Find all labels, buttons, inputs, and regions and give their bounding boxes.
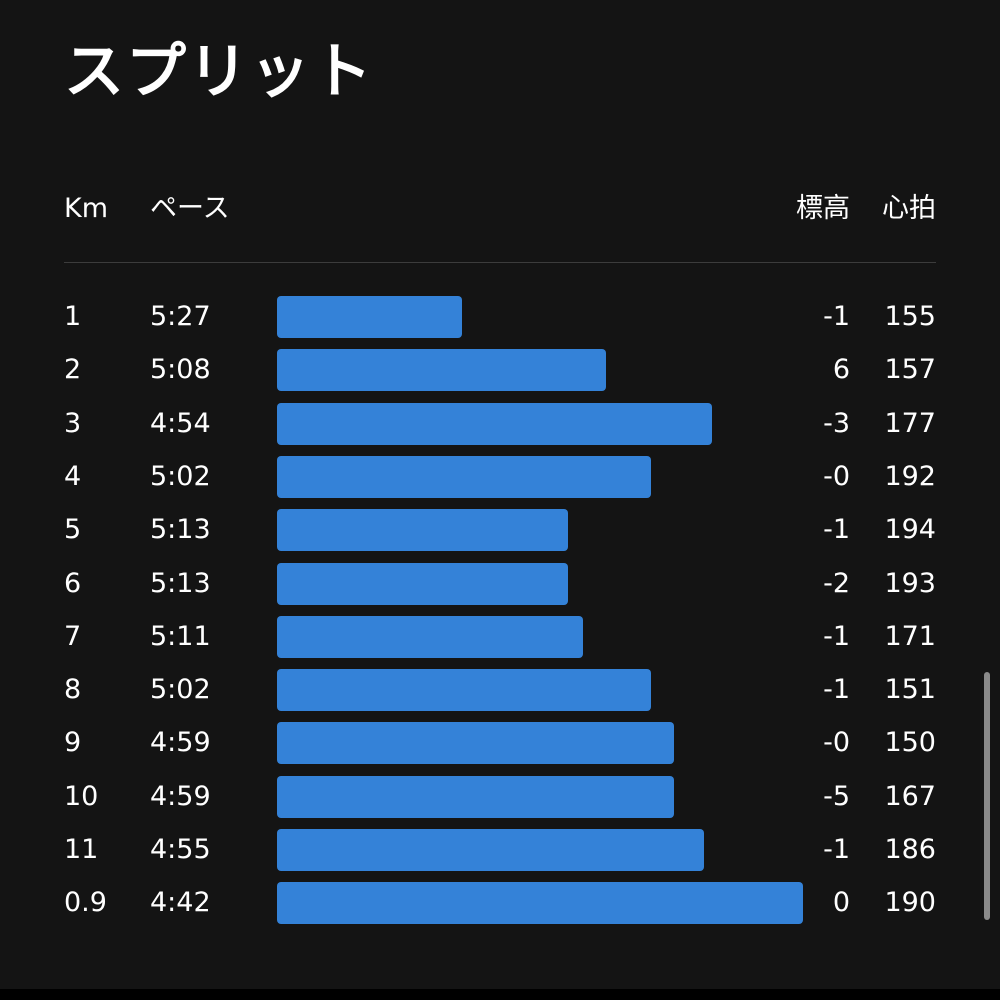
- pace-bar: [277, 669, 651, 712]
- split-row: 7 5:11 -1 171: [0, 615, 1000, 659]
- column-header-km: Km: [64, 193, 109, 224]
- page-title: スプリット: [64, 37, 374, 107]
- split-pace: 5:08: [150, 354, 211, 386]
- split-row: 1 5:27 -1 155: [0, 295, 1000, 339]
- split-km: 1: [64, 301, 82, 332]
- split-row: 2 5:08 6 157: [0, 348, 1000, 392]
- split-elevation: -3: [823, 407, 850, 439]
- split-km: 7: [64, 620, 82, 652]
- split-elevation: -0: [823, 460, 850, 492]
- split-pace: 5:11: [150, 620, 211, 652]
- split-elevation: -1: [823, 620, 850, 652]
- split-elevation: -1: [823, 301, 850, 332]
- split-heart-rate: 186: [884, 834, 936, 865]
- split-km: 4: [64, 460, 82, 492]
- split-elevation: 0: [832, 887, 850, 919]
- scrollbar[interactable]: [984, 672, 990, 920]
- split-heart-rate: 192: [884, 460, 936, 492]
- pace-bar: [277, 722, 674, 765]
- split-heart-rate: 193: [884, 567, 936, 599]
- split-heart-rate: 177: [884, 407, 936, 439]
- split-row: 4 5:02 -0 192: [0, 455, 1000, 499]
- split-pace: 5:13: [150, 514, 211, 546]
- pace-bar: [277, 829, 704, 871]
- pace-bar: [277, 349, 606, 392]
- split-row: 5 5:13 -1 194: [0, 508, 1000, 552]
- column-header-elevation: 標高: [796, 193, 850, 224]
- bottom-edge: [0, 989, 1000, 1000]
- split-elevation: 6: [832, 354, 850, 386]
- split-row: 11 4:55 -1 186: [0, 828, 1000, 872]
- split-row: 8 5:02 -1 151: [0, 668, 1000, 712]
- pace-bar: [277, 455, 651, 498]
- split-pace: 5:02: [150, 674, 211, 706]
- split-km: 10: [64, 780, 99, 812]
- split-km: 5: [64, 514, 82, 546]
- split-km: 0.9: [64, 887, 107, 919]
- split-elevation: -1: [823, 514, 850, 546]
- split-pace: 5:27: [150, 301, 211, 332]
- pace-bar: [277, 562, 568, 605]
- split-heart-rate: 190: [884, 887, 936, 919]
- split-pace: 5:13: [150, 567, 211, 599]
- pace-bar: [277, 296, 462, 338]
- split-elevation: -5: [823, 780, 850, 812]
- split-row: 10 4:59 -5 167: [0, 775, 1000, 819]
- split-km: 3: [64, 407, 82, 439]
- pace-bar: [277, 615, 583, 658]
- split-km: 11: [64, 834, 99, 865]
- pace-bar: [277, 882, 803, 925]
- split-heart-rate: 171: [884, 620, 936, 652]
- split-elevation: -0: [823, 727, 850, 759]
- column-header-heart-rate: 心拍: [882, 193, 936, 224]
- split-row: 6 5:13 -2 193: [0, 562, 1000, 606]
- split-elevation: -2: [823, 567, 850, 599]
- split-pace: 4:42: [150, 887, 211, 919]
- split-pace: 5:02: [150, 460, 211, 492]
- split-km: 9: [64, 727, 82, 759]
- column-header-pace: ペース: [150, 193, 230, 224]
- split-elevation: -1: [823, 834, 850, 865]
- split-heart-rate: 167: [884, 780, 936, 812]
- split-elevation: -1: [823, 674, 850, 706]
- split-heart-rate: 157: [884, 354, 936, 386]
- split-heart-rate: 151: [884, 674, 936, 706]
- pace-bar: [277, 775, 674, 818]
- split-km: 8: [64, 674, 82, 706]
- split-pace: 4:59: [150, 727, 211, 759]
- pace-bar: [277, 509, 568, 552]
- split-pace: 4:54: [150, 407, 211, 439]
- split-km: 6: [64, 567, 82, 599]
- pace-bar: [277, 402, 712, 445]
- header-divider: [64, 262, 936, 263]
- split-row: 9 4:59 -0 150: [0, 721, 1000, 765]
- split-row: 0.9 4:42 0 190: [0, 881, 1000, 925]
- split-km: 2: [64, 354, 82, 386]
- split-heart-rate: 155: [884, 301, 936, 332]
- split-heart-rate: 150: [884, 727, 936, 759]
- split-pace: 4:59: [150, 780, 211, 812]
- split-heart-rate: 194: [884, 514, 936, 546]
- split-pace: 4:55: [150, 834, 211, 865]
- split-row: 3 4:54 -3 177: [0, 402, 1000, 446]
